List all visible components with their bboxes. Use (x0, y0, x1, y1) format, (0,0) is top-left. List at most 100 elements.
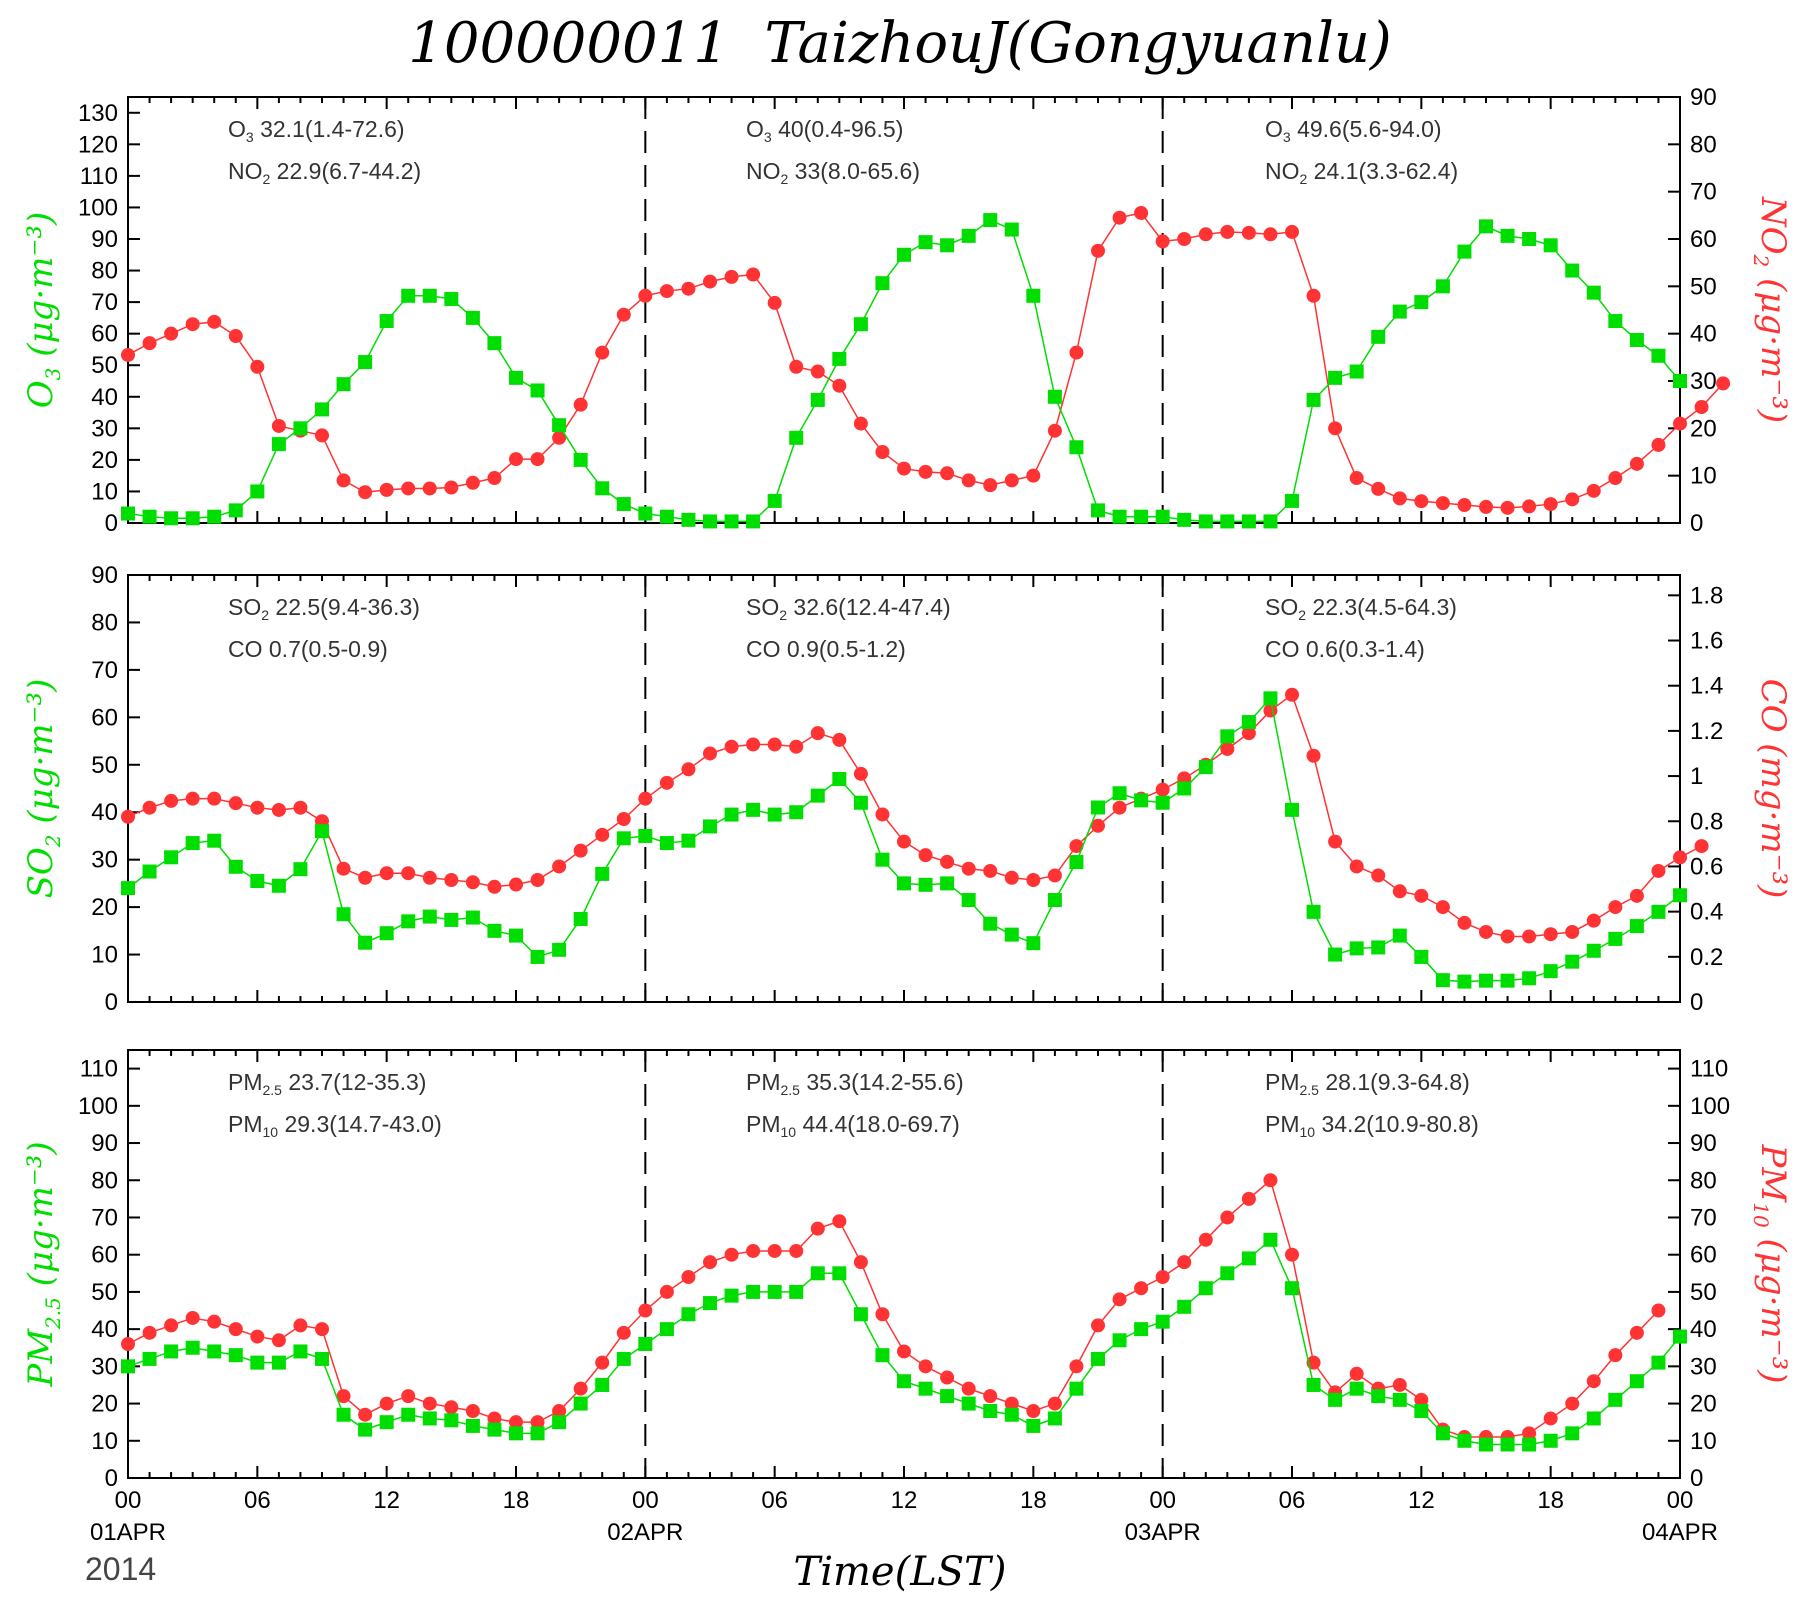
left-point (1155, 1314, 1170, 1329)
left-point (767, 1284, 782, 1299)
right-point (1673, 416, 1687, 431)
left-point (1457, 1433, 1472, 1448)
right-point (1047, 423, 1062, 438)
left-y-tick-label: 110 (80, 1056, 118, 1083)
left-point (1306, 1377, 1321, 1392)
left-point (1457, 244, 1472, 259)
x-axis-title: Time(LST) (794, 1549, 1007, 1595)
left-point (1629, 919, 1644, 934)
right-point (487, 471, 502, 486)
left-point (164, 1344, 179, 1359)
right-point (1435, 900, 1450, 915)
left-point (595, 866, 610, 881)
left-point (315, 824, 329, 839)
left-point (1543, 1433, 1558, 1448)
left-point (552, 1415, 567, 1430)
left-point (293, 421, 308, 436)
left-axis-title: PM2.5 (μg·m⁻³) (21, 1141, 65, 1387)
left-point (1414, 295, 1429, 310)
right-y-tick-label: 20 (1690, 415, 1717, 442)
right-point (875, 1307, 890, 1322)
right-point (1608, 900, 1623, 915)
left-point (789, 1284, 804, 1299)
right-point (724, 739, 739, 754)
right-point (509, 1415, 523, 1430)
right-point (1263, 227, 1278, 242)
left-point (832, 772, 847, 787)
right-point (789, 359, 804, 374)
left-point (1608, 931, 1623, 946)
right-point (164, 326, 179, 341)
right-point (595, 827, 610, 842)
right-point (1241, 1191, 1256, 1206)
left-y-tick-label: 30 (91, 1353, 118, 1380)
right-point (1457, 498, 1472, 513)
right-y-tick-label: 40 (1690, 1316, 1717, 1343)
right-point (1177, 1255, 1192, 1270)
right-point (228, 1322, 243, 1337)
right-point (616, 1325, 631, 1340)
right-y-tick-label: 10 (1690, 463, 1717, 490)
left-point (1112, 786, 1127, 801)
left-point (164, 511, 179, 526)
right-y-tick-label: 50 (1690, 273, 1717, 300)
left-point (1004, 222, 1019, 237)
left-point (315, 1351, 329, 1366)
left-point (1285, 802, 1299, 817)
left-point (422, 288, 437, 303)
right-point (142, 336, 157, 351)
x-tick-label: 00 (1667, 1487, 1694, 1514)
right-point (1694, 839, 1709, 854)
left-point (1414, 949, 1429, 964)
right-y-tick-label: 100 (1690, 1093, 1730, 1120)
left-point (1091, 503, 1105, 518)
left-point (552, 942, 567, 957)
right-y-tick-label: 0 (1690, 989, 1703, 1016)
left-point (853, 795, 868, 810)
left-point (358, 355, 373, 370)
left-y-tick-label: 60 (91, 704, 118, 731)
right-point (616, 307, 631, 322)
right-point (422, 870, 437, 885)
left-y-tick-label: 50 (91, 1279, 118, 1306)
right-point (250, 359, 265, 374)
left-point (1091, 800, 1105, 815)
right-point (336, 1389, 351, 1404)
right-point (897, 1344, 911, 1359)
left-point (724, 1288, 739, 1303)
right-point (1047, 868, 1062, 883)
left-point (1220, 1266, 1235, 1281)
left-point (703, 514, 717, 529)
right-point (401, 1389, 416, 1404)
left-point (1673, 1329, 1687, 1344)
right-point (1263, 703, 1278, 718)
x-tick-label: 12 (373, 1487, 400, 1514)
right-point (358, 485, 373, 500)
right-y-tick-label: 0.8 (1690, 808, 1723, 835)
right-point (1155, 234, 1170, 249)
left-point (875, 1348, 890, 1363)
left-point (1565, 1426, 1580, 1441)
left-point (1026, 288, 1041, 303)
right-point (1047, 1396, 1062, 1411)
x-axis-tick-labels: 00 01APR 06 12 18 00 02APR 06 12 18 00 03APR 06 12 18 0… (90, 1487, 1718, 1546)
right-point (918, 464, 933, 479)
stat-annotation: SO2 22.3(4.5-64.3) (1265, 594, 1457, 623)
left-point (530, 949, 545, 964)
left-point (659, 509, 674, 524)
left-point (1177, 1299, 1192, 1314)
left-point (121, 506, 135, 521)
left-point (207, 509, 222, 524)
left-point (1069, 1381, 1084, 1396)
left-point (358, 1422, 373, 1437)
left-point (271, 1355, 286, 1370)
left-point (1522, 1437, 1537, 1452)
right-point (422, 481, 437, 496)
stat-annotation: NO2 24.1(3.3-62.4) (1265, 158, 1458, 187)
left-y-tick-label: 90 (91, 562, 118, 589)
x-tick-label: 18 (1020, 1487, 1047, 1514)
right-point (487, 1411, 502, 1426)
stat-annotation: NO2 22.9(6.7-44.2) (228, 158, 421, 187)
right-point (1069, 839, 1084, 854)
right-point (573, 843, 588, 858)
